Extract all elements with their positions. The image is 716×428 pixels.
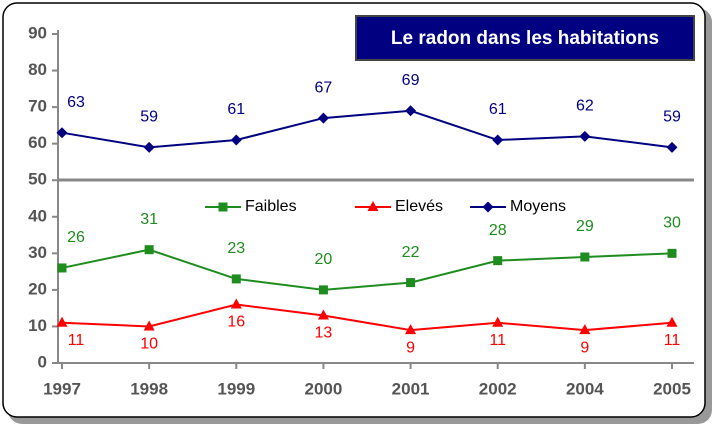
y-tick-label: 70 <box>28 97 47 116</box>
data-point <box>579 324 591 335</box>
data-label: 9 <box>580 339 589 356</box>
y-tick-label: 80 <box>28 60 47 79</box>
y-tick-label: 40 <box>28 206 47 225</box>
data-label: 23 <box>227 240 245 257</box>
data-label: 22 <box>402 244 420 261</box>
data-point <box>405 324 417 335</box>
data-label: 63 <box>67 94 85 111</box>
data-label: 59 <box>140 109 158 126</box>
legend-label: Elevés <box>395 198 443 215</box>
data-label: 67 <box>315 79 333 96</box>
data-label: 26 <box>67 229 85 246</box>
data-label: 16 <box>227 314 245 331</box>
data-point <box>666 316 678 327</box>
x-tick-label: 1998 <box>130 379 168 398</box>
y-tick-label: 10 <box>28 316 47 335</box>
data-point <box>231 274 241 284</box>
y-tick-label: 50 <box>28 170 47 189</box>
data-label: 20 <box>315 251 333 268</box>
data-point <box>56 127 68 139</box>
legend-label: Faibles <box>245 198 297 215</box>
data-point <box>317 112 329 124</box>
data-label: 61 <box>489 101 507 118</box>
data-label: 11 <box>489 332 506 349</box>
data-point <box>666 141 678 153</box>
data-point <box>230 134 242 146</box>
y-tick-label: 30 <box>28 243 47 262</box>
x-tick-label: 1999 <box>217 379 255 398</box>
legend-marker <box>367 201 379 211</box>
x-tick-label: 2002 <box>479 379 517 398</box>
data-label: 13 <box>315 325 333 342</box>
legend-label: Moyens <box>510 198 566 215</box>
data-label: 28 <box>489 222 507 239</box>
x-tick-label: 2005 <box>653 379 691 398</box>
data-point <box>230 298 242 309</box>
data-point <box>492 316 504 327</box>
data-point <box>579 130 591 142</box>
data-point <box>143 320 155 331</box>
data-label: 11 <box>664 332 681 349</box>
chart-title: Le radon dans les habitations <box>391 28 659 49</box>
series-line <box>61 303 673 332</box>
y-tick-label: 20 <box>28 279 47 298</box>
data-label: 11 <box>68 332 85 349</box>
x-tick-label: 2001 <box>392 379 430 398</box>
data-point <box>318 285 328 295</box>
data-label: 61 <box>227 101 245 118</box>
data-label: 62 <box>576 98 594 115</box>
data-point <box>143 141 155 153</box>
data-point <box>317 309 329 320</box>
data-label: 31 <box>140 211 158 228</box>
data-label: 59 <box>663 109 681 126</box>
data-label: 10 <box>140 336 158 353</box>
data-label: 9 <box>406 339 415 356</box>
data-point <box>667 248 677 258</box>
data-label: 30 <box>663 215 681 232</box>
data-point <box>144 245 154 255</box>
x-tick-label: 1997 <box>43 379 81 398</box>
x-tick-label: 2004 <box>566 379 604 398</box>
data-label: 69 <box>402 72 420 89</box>
x-tick-label: 2000 <box>305 379 343 398</box>
legend-marker <box>482 201 494 213</box>
data-label: 29 <box>576 218 594 235</box>
series-line <box>61 109 673 149</box>
data-point <box>405 105 417 117</box>
title-box <box>355 15 695 61</box>
y-tick-label: 60 <box>28 133 47 152</box>
data-point <box>492 134 504 146</box>
y-tick-label: 90 <box>28 23 47 42</box>
legend-marker <box>218 202 228 212</box>
data-point <box>580 252 590 262</box>
y-tick-label: 0 <box>38 352 47 371</box>
frame <box>2 2 706 418</box>
data-point <box>56 316 68 327</box>
data-point <box>57 263 67 273</box>
data-point <box>406 278 416 288</box>
series-line <box>61 248 673 291</box>
data-point <box>493 256 503 266</box>
